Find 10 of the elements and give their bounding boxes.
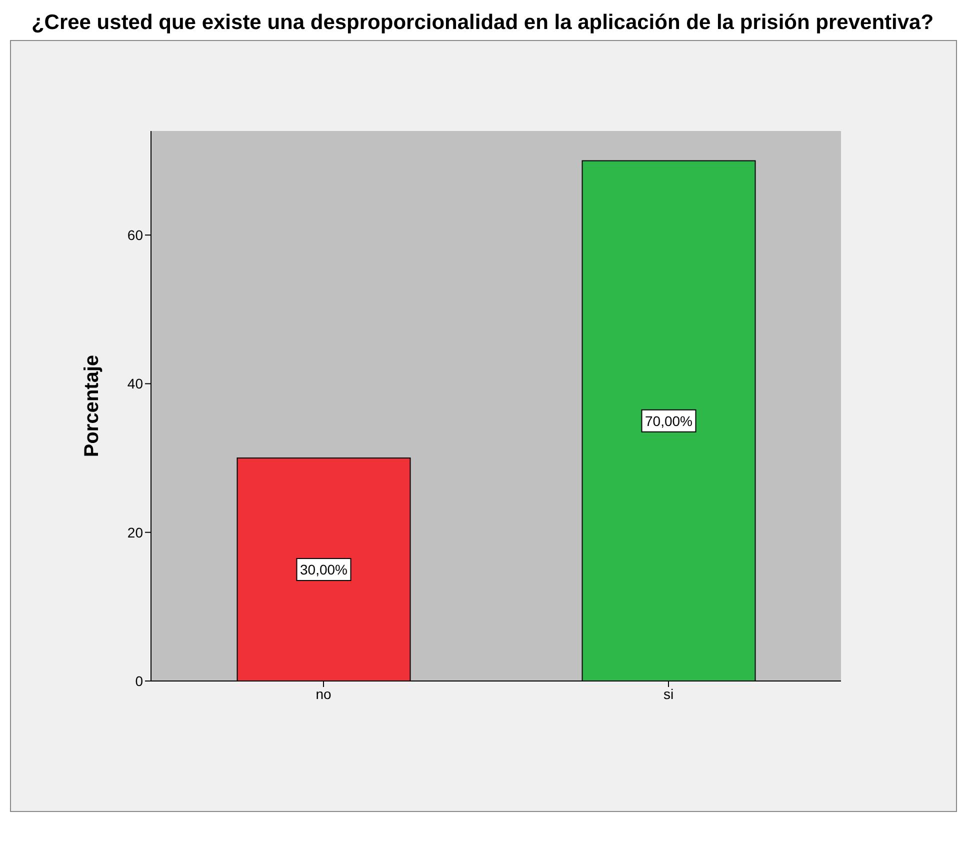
y-tick-label: 0: [135, 672, 144, 689]
y-tick-label: 20: [127, 524, 144, 540]
data-label: 70,00%: [645, 412, 692, 429]
y-tick-label: 60: [127, 227, 144, 244]
y-tick-label: 40: [127, 376, 144, 392]
x-tick-label: si: [663, 686, 674, 702]
x-tick-label: no: [316, 686, 332, 702]
chart-title: ¿Cree usted que existe una desproporcionalidad en la aplicación de la prisión preventiva?: [30, 10, 935, 34]
data-label: 30,00%: [300, 562, 348, 578]
y-axis-title: Porcentaje: [81, 354, 104, 458]
